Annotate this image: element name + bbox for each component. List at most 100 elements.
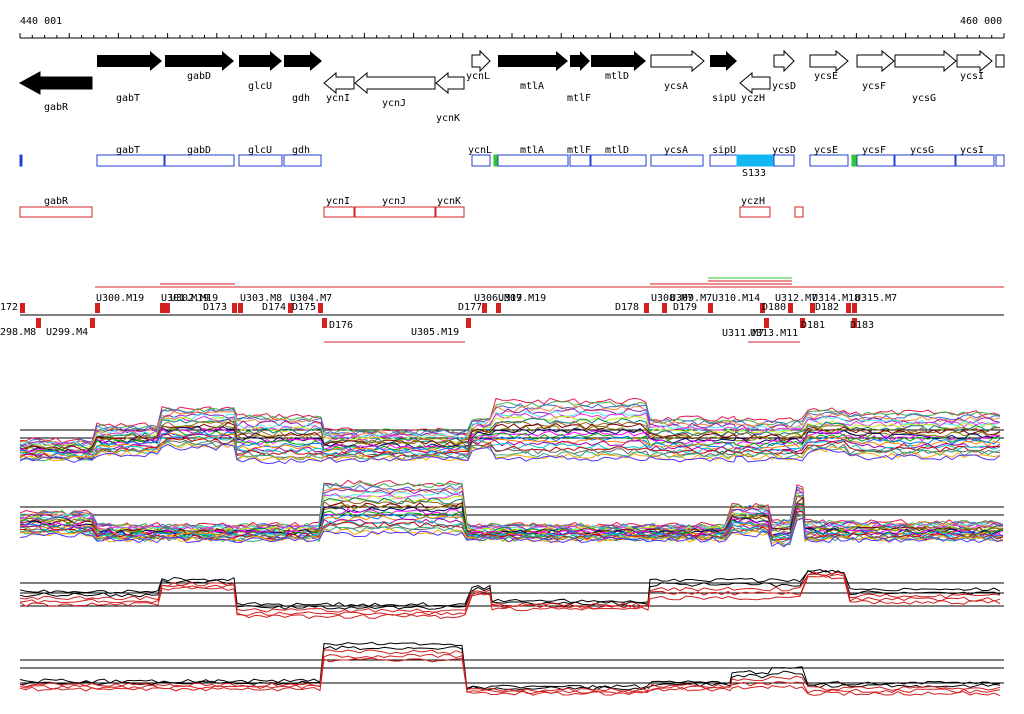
- svg-text:U302.M19: U302.M19: [170, 293, 218, 304]
- gene-ycsI[interactable]: ycsI: [956, 49, 993, 82]
- gene-yczH[interactable]: yczH: [739, 71, 771, 104]
- svg-text:ycsF: ycsF: [862, 145, 886, 156]
- svg-text:ycnL: ycnL: [466, 71, 490, 82]
- svg-text:U304.M7: U304.M7: [290, 293, 332, 304]
- svg-text:sipU: sipU: [712, 145, 736, 156]
- svg-text:U306.M19: U306.M19: [474, 293, 522, 304]
- expression-panel-3: [19, 568, 1004, 620]
- svg-text:gabD: gabD: [187, 71, 211, 82]
- svg-text:172: 172: [0, 302, 18, 313]
- gene-track: gabR gabT gabD glcU gdh ycnI ycnJ ycnK y…: [18, 49, 1005, 124]
- svg-text:ycsF: ycsF: [862, 81, 886, 92]
- svg-text:D174: D174: [262, 302, 286, 313]
- gene-ycnJ[interactable]: ycnJ: [354, 71, 436, 109]
- ruler-start-label: 440 001: [20, 16, 62, 27]
- gene-gabR[interactable]: gabR: [18, 71, 93, 113]
- svg-text:U307.M19: U307.M19: [498, 293, 546, 304]
- svg-text:gabT: gabT: [116, 93, 140, 104]
- gene-gabD[interactable]: gabD: [165, 51, 234, 82]
- lower-segment-labels: 298.M8 U299.M4 D176 U305.M19 U311.M7 U31…: [0, 320, 874, 339]
- gene-ycnK[interactable]: ycnK: [435, 71, 465, 124]
- svg-text:mtlD: mtlD: [605, 71, 629, 82]
- svg-text:ycsG: ycsG: [912, 93, 936, 104]
- gene-mtlA[interactable]: mtlA: [498, 51, 568, 92]
- svg-text:U303.M8: U303.M8: [240, 293, 282, 304]
- svg-text:ycsE: ycsE: [814, 145, 838, 156]
- upper-segment-labels: 172 U300.M19 U301.M19 U302.M19 D173 U303…: [0, 293, 897, 313]
- blue-annotation-track: [19, 154, 1005, 167]
- svg-text:U301.M19: U301.M19: [161, 293, 209, 304]
- svg-text:gdh: gdh: [292, 93, 310, 104]
- red-annotation-track: [19, 206, 804, 218]
- svg-text:gabR: gabR: [44, 102, 69, 113]
- svg-text:ycsE: ycsE: [814, 71, 838, 82]
- svg-text:U311.M7: U311.M7: [722, 328, 764, 339]
- gene-ycsF[interactable]: ycsF: [856, 49, 895, 92]
- svg-text:ycsG: ycsG: [910, 145, 934, 156]
- red-track-labels: gabR ycnI ycnJ ycnK yczH: [44, 196, 765, 207]
- gene-gdh[interactable]: gdh: [284, 51, 322, 104]
- expression-panel-4: [19, 641, 1004, 697]
- svg-text:ycnJ: ycnJ: [382, 98, 406, 109]
- svg-text:D182: D182: [815, 302, 839, 313]
- svg-text:ycnK: ycnK: [436, 113, 460, 124]
- coordinate-ruler: 440 001 460 000: [19, 16, 1005, 39]
- svg-text:S133: S133: [742, 168, 766, 179]
- svg-text:U315.M7: U315.M7: [855, 293, 897, 304]
- svg-text:mtlF: mtlF: [567, 145, 591, 156]
- svg-text:D177: D177: [458, 302, 482, 313]
- svg-text:D179: D179: [673, 302, 697, 313]
- gene-ycsG[interactable]: ycsG: [894, 49, 957, 104]
- gene-ycsD[interactable]: ycsD: [772, 49, 796, 92]
- gene-mtlF[interactable]: mtlF: [567, 51, 591, 104]
- svg-text:U314.M18: U314.M18: [812, 293, 860, 304]
- svg-text:gabD: gabD: [187, 145, 211, 156]
- svg-text:mtlA: mtlA: [520, 81, 544, 92]
- svg-text:U300.M19: U300.M19: [96, 293, 144, 304]
- svg-text:U305.M19: U305.M19: [411, 327, 459, 338]
- gene-sipU[interactable]: sipU: [710, 51, 737, 104]
- svg-text:glcU: glcU: [248, 145, 272, 156]
- svg-text:D183: D183: [850, 320, 874, 331]
- gene-mtlD[interactable]: mtlD: [591, 51, 646, 82]
- svg-text:ycsD: ycsD: [772, 145, 796, 156]
- gene-glcU[interactable]: glcU: [239, 51, 282, 92]
- svg-text:mtlD: mtlD: [605, 145, 629, 156]
- svg-text:yczH: yczH: [741, 196, 765, 207]
- svg-text:ycnI: ycnI: [326, 93, 350, 104]
- ruler-end-label: 460 000: [960, 16, 1002, 27]
- segmentation-track: 172 U300.M19 U301.M19 U302.M19 D173 U303…: [0, 277, 1004, 343]
- gene-ycnI[interactable]: ycnI: [323, 71, 355, 104]
- svg-text:sipU: sipU: [712, 93, 736, 104]
- svg-text:ycsA: ycsA: [664, 81, 688, 92]
- svg-text:D173: D173: [203, 302, 227, 313]
- svg-text:D175: D175: [292, 302, 316, 313]
- svg-text:ycsD: ycsD: [772, 81, 796, 92]
- svg-text:glcU: glcU: [248, 81, 272, 92]
- svg-text:ycnK: ycnK: [437, 196, 461, 207]
- gene-gabT[interactable]: gabT: [97, 51, 162, 104]
- svg-text:mtlF: mtlF: [567, 93, 591, 104]
- svg-text:D180: D180: [762, 302, 786, 313]
- svg-text:298.M8: 298.M8: [0, 327, 36, 338]
- svg-text:U312.M7: U312.M7: [775, 293, 817, 304]
- svg-text:ycsA: ycsA: [664, 145, 688, 156]
- svg-text:gabR: gabR: [44, 196, 69, 207]
- gene-ycnL[interactable]: ycnL: [466, 49, 491, 82]
- svg-text:U308.M7: U308.M7: [651, 293, 693, 304]
- svg-text:yczH: yczH: [741, 93, 765, 104]
- svg-text:ycnI: ycnI: [326, 196, 350, 207]
- gene-ycsE[interactable]: ycsE: [809, 49, 849, 82]
- svg-text:U313.M11: U313.M11: [750, 328, 798, 339]
- svg-text:U299.M4: U299.M4: [46, 327, 88, 338]
- svg-text:U310.M14: U310.M14: [712, 293, 760, 304]
- svg-text:gdh: gdh: [292, 145, 310, 156]
- svg-text:D176: D176: [329, 320, 353, 331]
- svg-text:ycsI: ycsI: [960, 71, 984, 82]
- svg-text:D178: D178: [615, 302, 639, 313]
- svg-text:U309.M7: U309.M7: [670, 293, 712, 304]
- svg-text:ycnJ: ycnJ: [382, 196, 406, 207]
- gene-ycsA[interactable]: ycsA: [650, 49, 705, 92]
